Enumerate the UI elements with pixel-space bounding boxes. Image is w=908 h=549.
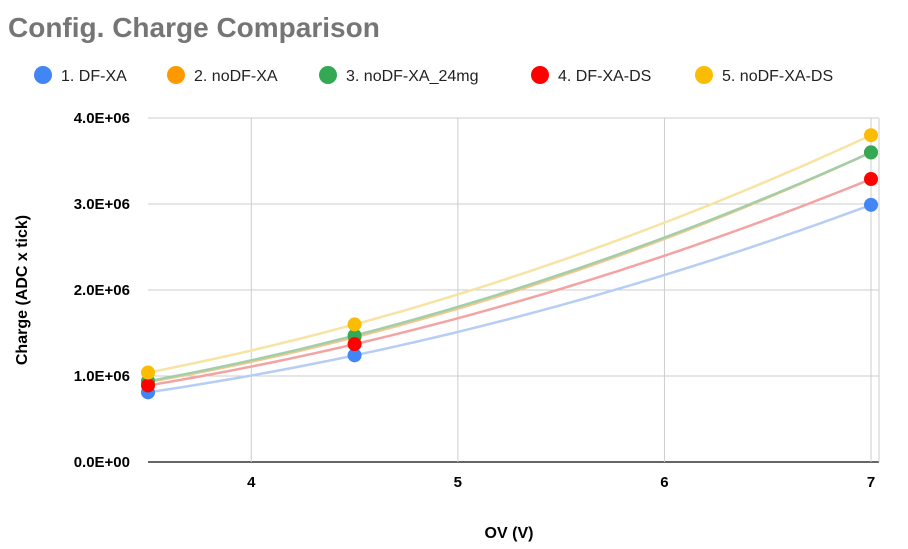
trendline — [147, 177, 872, 387]
legend-marker — [531, 66, 549, 84]
x-tick-label: 6 — [660, 474, 668, 491]
trendline — [147, 151, 872, 384]
legend-marker — [695, 66, 713, 84]
data-point — [864, 145, 878, 160]
trendlines — [147, 134, 872, 394]
legend-label: 1. DF-XA — [61, 68, 127, 85]
y-tick-label: 4.0E+06 — [74, 110, 130, 127]
trendline — [147, 203, 872, 394]
trendline — [147, 134, 872, 374]
legend-marker — [34, 66, 52, 84]
x-tick-label: 5 — [454, 474, 462, 491]
data-point — [141, 365, 155, 380]
y-axis-label: Charge (ADC x tick) — [14, 215, 31, 365]
trendline — [147, 151, 872, 383]
data-point — [347, 348, 362, 363]
y-tick-label: 2.0E+06 — [74, 282, 130, 299]
data-point — [864, 128, 878, 143]
data-point — [864, 197, 878, 212]
chart-title: Config. Charge Comparison — [8, 12, 380, 43]
legend-label: 2. noDF-XA — [194, 68, 278, 85]
legend-label: 4. DF-XA-DS — [558, 68, 651, 85]
data-point — [864, 172, 878, 187]
legend-item: 5. noDF-XA-DS — [695, 66, 833, 85]
legend-item: 4. DF-XA-DS — [531, 66, 651, 85]
legend-marker — [319, 66, 337, 84]
x-tick-label: 4 — [247, 474, 256, 491]
data-points — [141, 128, 878, 400]
y-axis-ticks: 0.0E+00 1.0E+06 2.0E+06 3.0E+06 4.0E+06 — [74, 110, 130, 471]
x-tick-label: 7 — [867, 474, 875, 491]
legend-item: 1. DF-XA — [34, 66, 127, 85]
y-tick-label: 0.0E+00 — [74, 454, 130, 471]
legend-label: 5. noDF-XA-DS — [722, 68, 833, 85]
y-tick-label: 1.0E+06 — [74, 368, 130, 385]
data-point — [347, 317, 362, 332]
legend-item: 2. noDF-XA — [167, 66, 278, 85]
y-tick-label: 3.0E+06 — [74, 196, 130, 213]
legend-marker — [167, 66, 185, 84]
legend-item: 3. noDF-XA_24mg — [319, 66, 479, 85]
x-axis-ticks: 4 5 6 7 — [247, 474, 875, 491]
legend: 1. DF-XA 2. noDF-XA 3. noDF-XA_24mg 4. DF-X… — [34, 66, 833, 85]
legend-label: 3. noDF-XA_24mg — [346, 68, 479, 85]
x-axis-label: OV (V) — [485, 525, 534, 542]
data-point — [141, 378, 155, 393]
data-point — [347, 337, 362, 352]
